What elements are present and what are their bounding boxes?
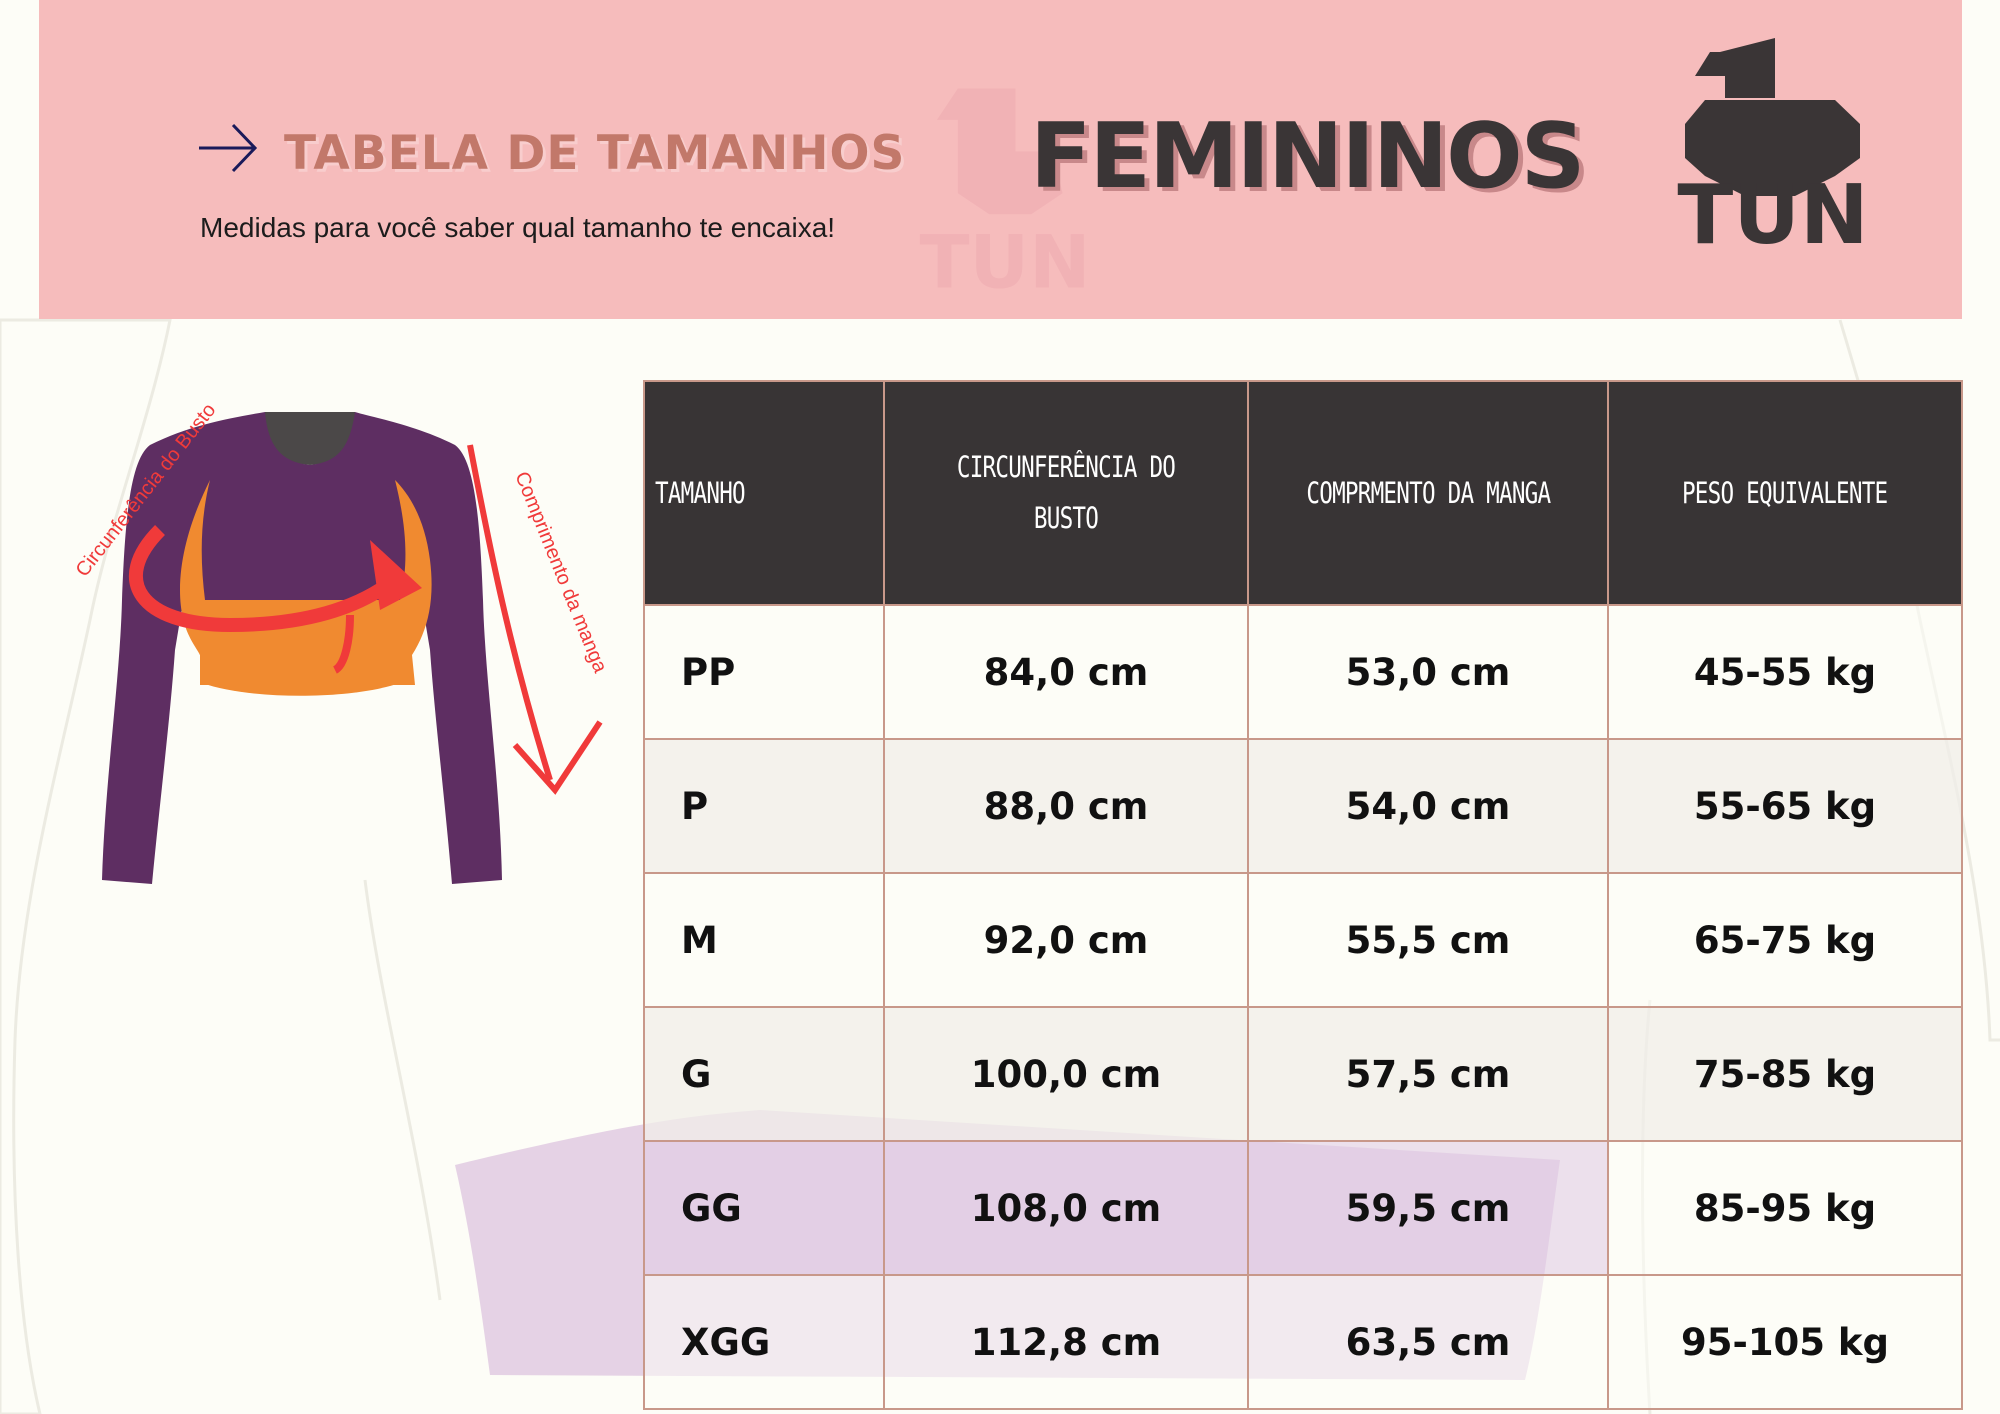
sleeve-cell: 55,5 cm — [1247, 872, 1609, 1008]
table-row: PP 84,0 cm 53,0 cm 45-55 kg — [643, 604, 1963, 740]
header-weight: PESO EQUIVALENTE — [1607, 380, 1963, 606]
weight-cell: 65-75 kg — [1607, 872, 1963, 1008]
arrow-right-icon — [199, 123, 258, 173]
garment-illustration: Circunferência do Busto Comprimento da m… — [72, 400, 611, 884]
weight-cell: 55-65 kg — [1607, 738, 1963, 874]
ton-logo: TUN — [1677, 38, 1869, 248]
header-sleeve: COMPRMENTO DA MANGA — [1247, 380, 1609, 606]
page-subtitle: Medidas para você saber qual tamanho te … — [200, 212, 836, 243]
sleeve-label: Comprimento da manga — [510, 469, 611, 677]
bust-cell: 100,0 cm — [883, 1006, 1249, 1142]
size-cell: GG — [643, 1140, 885, 1276]
sleeve-cell: 54,0 cm — [1247, 738, 1609, 874]
sleeve-cell: 59,5 cm — [1247, 1140, 1609, 1276]
table-row: G 100,0 cm 57,5 cm 75-85 kg — [643, 1006, 1963, 1142]
svg-text:TUN: TUN — [920, 221, 1091, 298]
sleeve-cell: 57,5 cm — [1247, 1006, 1609, 1142]
weight-cell: 45-55 kg — [1607, 604, 1963, 740]
weight-cell: 95-105 kg — [1607, 1274, 1963, 1410]
page-title: TABELA DE TAMANHOS — [284, 126, 906, 181]
size-cell: XGG — [643, 1274, 885, 1410]
weight-cell: 85-95 kg — [1607, 1140, 1963, 1276]
bust-cell: 108,0 cm — [883, 1140, 1249, 1276]
category-title: FEMININOS — [1030, 104, 1585, 209]
table-header-row: TAMANHO CIRCUNFERÊNCIA DO BUSTO COMPRMEN… — [643, 380, 1963, 606]
table-row: P 88,0 cm 54,0 cm 55-65 kg — [643, 738, 1963, 874]
table-row: XGG 112,8 cm 63,5 cm 95-105 kg — [643, 1274, 1963, 1410]
bust-cell: 112,8 cm — [883, 1274, 1249, 1410]
size-table: TAMANHO CIRCUNFERÊNCIA DO BUSTO COMPRMEN… — [643, 380, 1963, 1410]
table-row: GG 108,0 cm 59,5 cm 85-95 kg — [643, 1140, 1963, 1276]
bust-cell: 92,0 cm — [883, 872, 1249, 1008]
bust-cell: 84,0 cm — [883, 604, 1249, 740]
logo-text: TUN — [1677, 168, 1868, 248]
header-size: TAMANHO — [643, 380, 885, 606]
sleeve-cell: 63,5 cm — [1247, 1274, 1609, 1410]
sleeve-cell: 53,0 cm — [1247, 604, 1609, 740]
size-cell: P — [643, 738, 885, 874]
size-cell: M — [643, 872, 885, 1008]
weight-cell: 75-85 kg — [1607, 1006, 1963, 1142]
size-cell: G — [643, 1006, 885, 1142]
bust-cell: 88,0 cm — [883, 738, 1249, 874]
header-bust: CIRCUNFERÊNCIA DO BUSTO — [883, 380, 1249, 606]
table-row: M 92,0 cm 55,5 cm 65-75 kg — [643, 872, 1963, 1008]
watermark-logo: TUN — [920, 88, 1091, 298]
size-cell: PP — [643, 604, 885, 740]
